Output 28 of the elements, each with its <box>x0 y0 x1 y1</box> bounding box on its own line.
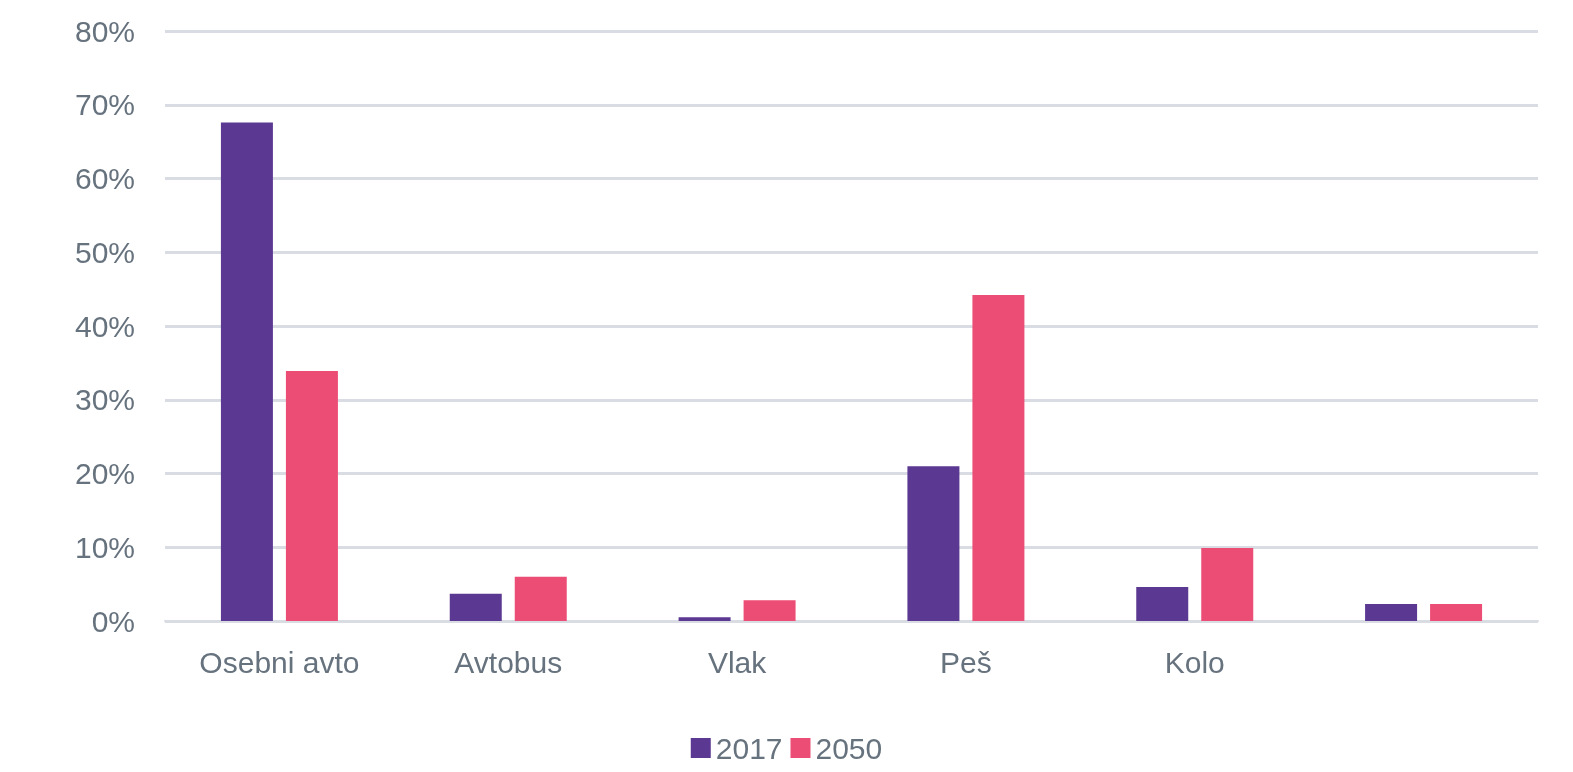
bar <box>449 593 502 621</box>
y-tick-label: 20% <box>74 457 135 490</box>
bar <box>972 295 1025 621</box>
y-tick-label: 60% <box>74 162 135 195</box>
x-tick-label: Vlak <box>707 645 768 679</box>
x-tick-label: Osebni avto <box>199 645 360 679</box>
y-tick-label: 80% <box>74 14 135 48</box>
x-tick-label: Peš <box>940 645 992 679</box>
bar <box>1430 604 1483 621</box>
bar <box>1136 587 1189 621</box>
bar <box>285 370 338 621</box>
legend-label: 2050 <box>815 731 883 765</box>
bar <box>220 122 273 621</box>
legend-label: 2017 <box>715 731 783 765</box>
bar <box>907 466 960 621</box>
y-tick-label: 30% <box>74 383 135 417</box>
y-tick-label: 50% <box>74 235 135 269</box>
y-tick-label: 0% <box>91 604 135 638</box>
bar <box>743 600 796 621</box>
bar <box>514 576 567 621</box>
y-tick-label: 40% <box>74 309 135 343</box>
bar <box>1201 547 1254 621</box>
bar <box>1365 604 1418 621</box>
y-tick-label: 10% <box>74 530 135 564</box>
bar <box>678 617 731 621</box>
x-tick-label: Avtobus <box>454 645 563 679</box>
x-tick-label: Kolo <box>1164 645 1225 679</box>
y-tick-label: 70% <box>74 88 135 122</box>
